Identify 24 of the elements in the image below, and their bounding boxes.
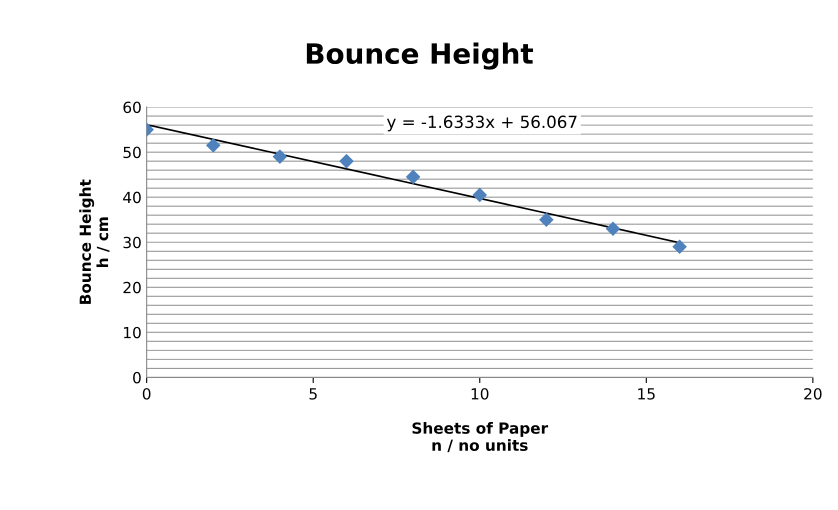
x-tick-label: 15 [638,388,655,400]
y-tick-label: 20 [123,282,141,294]
point [272,149,288,164]
point [206,138,221,153]
x-axis-title: Sheets of Paper n / no units [412,422,548,452]
point [539,212,554,228]
x-tick-label: 0 [142,388,150,400]
chart-title: Bounce Height [306,42,534,70]
y-tick-label: 50 [124,146,141,158]
y-tick-label: 40 [123,192,141,204]
y-tick-label: 10 [124,326,141,338]
y-tick-label: 0 [133,372,141,384]
point [406,170,420,184]
x-tick-label: 10 [472,388,488,400]
point [672,239,687,254]
y-axis-title: Bounce Height h / cm [79,180,110,304]
x-tick-label: 20 [804,388,822,400]
annotation: y = -1.6333x + 56.067 [386,116,577,132]
y-tick-label: 60 [123,102,141,114]
point [472,188,488,202]
y-tick-label: 30 [124,236,141,248]
point [339,154,354,168]
x-tick-label: 5 [310,388,317,400]
point [606,221,620,236]
